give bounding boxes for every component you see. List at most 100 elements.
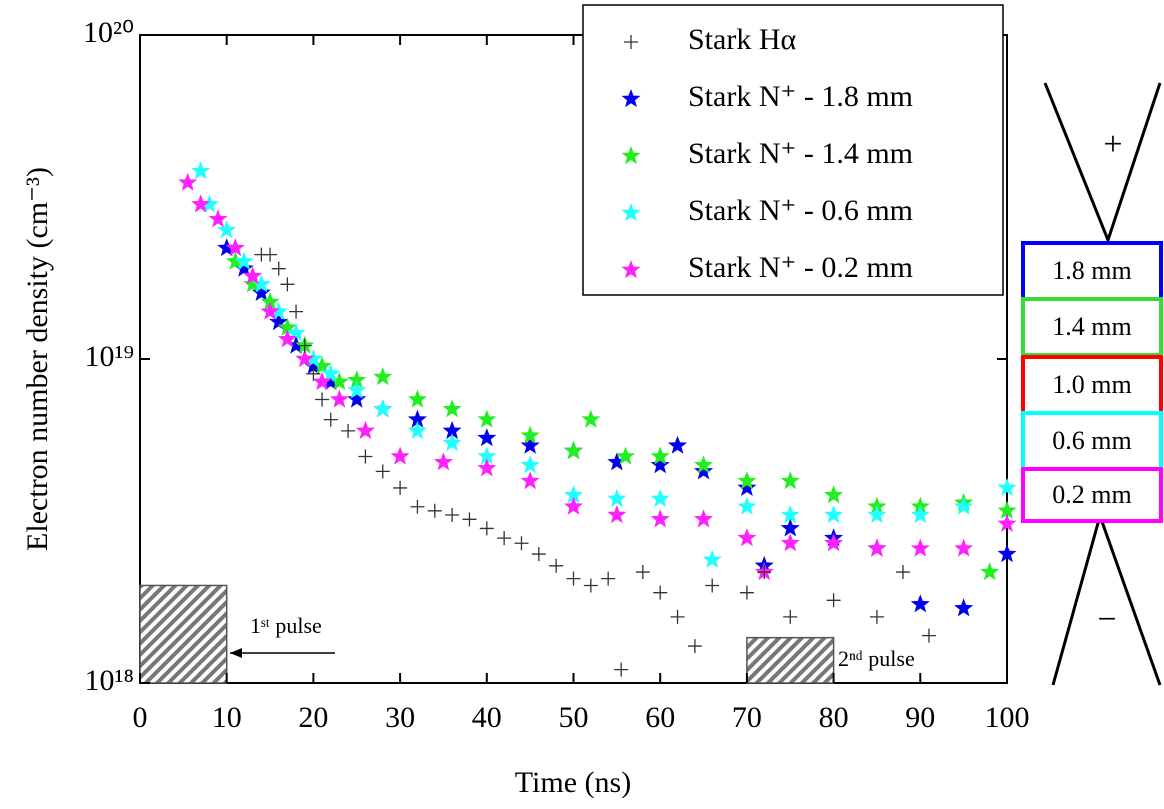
data-point: [390, 446, 410, 465]
data-point: [635, 565, 650, 580]
data-point: [407, 409, 427, 428]
data-point: [783, 609, 798, 624]
data-point: [910, 594, 930, 613]
data-point: [824, 485, 844, 504]
y-tick-label: 10²⁰: [83, 16, 134, 49]
data-point: [520, 425, 540, 444]
data-point: [607, 452, 627, 471]
data-point: [549, 558, 564, 573]
data-point: [739, 585, 754, 600]
data-point: [306, 366, 321, 381]
x-tick-label: 0: [133, 701, 148, 734]
x-tick-label: 30: [385, 701, 415, 734]
x-tick-label: 90: [905, 701, 935, 734]
data-point: [668, 435, 688, 454]
data-point: [479, 521, 494, 536]
data-point: [616, 446, 635, 465]
data-point: [251, 282, 271, 301]
legend-marker: [621, 260, 641, 279]
y-tick-label: 10¹⁸: [85, 664, 134, 697]
legend-label: Stark N⁺ - 0.2 mm: [688, 251, 913, 284]
data-point: [375, 464, 390, 479]
x-tick-label: 10: [212, 701, 242, 734]
x-tick-label: 80: [819, 701, 849, 734]
data-point: [477, 446, 497, 465]
x-tick-label: 40: [472, 701, 502, 734]
data-point: [243, 274, 263, 293]
data-point: [329, 371, 349, 390]
data-point: [477, 458, 497, 477]
data-point: [520, 435, 540, 454]
data-point: [702, 549, 722, 568]
data-point: [650, 446, 670, 465]
data-point: [234, 251, 254, 270]
data-point: [225, 238, 245, 257]
data-point: [826, 593, 841, 608]
data-point: [564, 496, 583, 515]
data-point: [607, 505, 627, 524]
data-point: [312, 356, 332, 375]
data-point: [442, 433, 462, 452]
data-point: [670, 609, 685, 624]
data-point: [737, 471, 757, 490]
data-point: [997, 544, 1017, 563]
data-point: [650, 455, 670, 474]
x-tick-label: 20: [298, 701, 328, 734]
data-point: [921, 628, 936, 643]
data-point: [650, 509, 670, 528]
data-point: [191, 161, 211, 180]
data-point: [520, 471, 540, 490]
data-point: [442, 420, 462, 439]
data-point: [178, 172, 198, 191]
arrow-head: [230, 648, 242, 658]
data-point: [531, 547, 546, 562]
x-axis-label: Time (ns): [515, 766, 631, 799]
data-point: [737, 496, 757, 515]
data-point: [607, 488, 627, 507]
data-point: [564, 441, 583, 460]
data-point: [737, 528, 757, 547]
data-point: [407, 420, 427, 439]
data-point: [260, 291, 280, 310]
data-point: [329, 389, 349, 408]
x-tick-label: 100: [985, 701, 1030, 734]
legend-marker: [621, 89, 641, 108]
data-point: [867, 538, 887, 557]
data-point: [277, 329, 297, 348]
data-point: [251, 274, 271, 293]
data-point: [347, 389, 367, 408]
electrode-plus: +: [1103, 126, 1122, 163]
data-point: [737, 477, 757, 496]
data-point: [997, 500, 1017, 519]
data-point: [217, 220, 237, 239]
data-point: [410, 499, 425, 514]
data-point: [780, 533, 800, 552]
data-point: [321, 363, 341, 382]
data-point: [427, 503, 442, 518]
data-point: [277, 317, 297, 336]
data-point: [895, 565, 910, 580]
gap-label: 1.4 mm: [1052, 312, 1131, 341]
data-point: [687, 639, 702, 654]
data-point: [497, 531, 512, 546]
data-point: [217, 238, 237, 257]
data-point: [954, 496, 974, 515]
electrode-minus: −: [1097, 601, 1116, 638]
data-point: [297, 338, 312, 353]
pulse-box: [139, 584, 228, 684]
data-point: [347, 370, 367, 389]
legend-label: Stark N⁺ - 1.4 mm: [688, 137, 913, 170]
gap-label: 0.2 mm: [1052, 480, 1131, 509]
data-point: [393, 480, 408, 495]
data-point: [243, 266, 263, 285]
data-point: [303, 349, 323, 368]
data-point: [780, 505, 800, 524]
gap-box: [1021, 467, 1163, 523]
data-point: [295, 349, 315, 368]
data-point: [694, 509, 714, 528]
data-point: [694, 455, 714, 474]
data-point: [373, 399, 393, 418]
pulse-label: 1ˢᵗ pulse: [250, 613, 322, 638]
data-point: [520, 455, 540, 474]
